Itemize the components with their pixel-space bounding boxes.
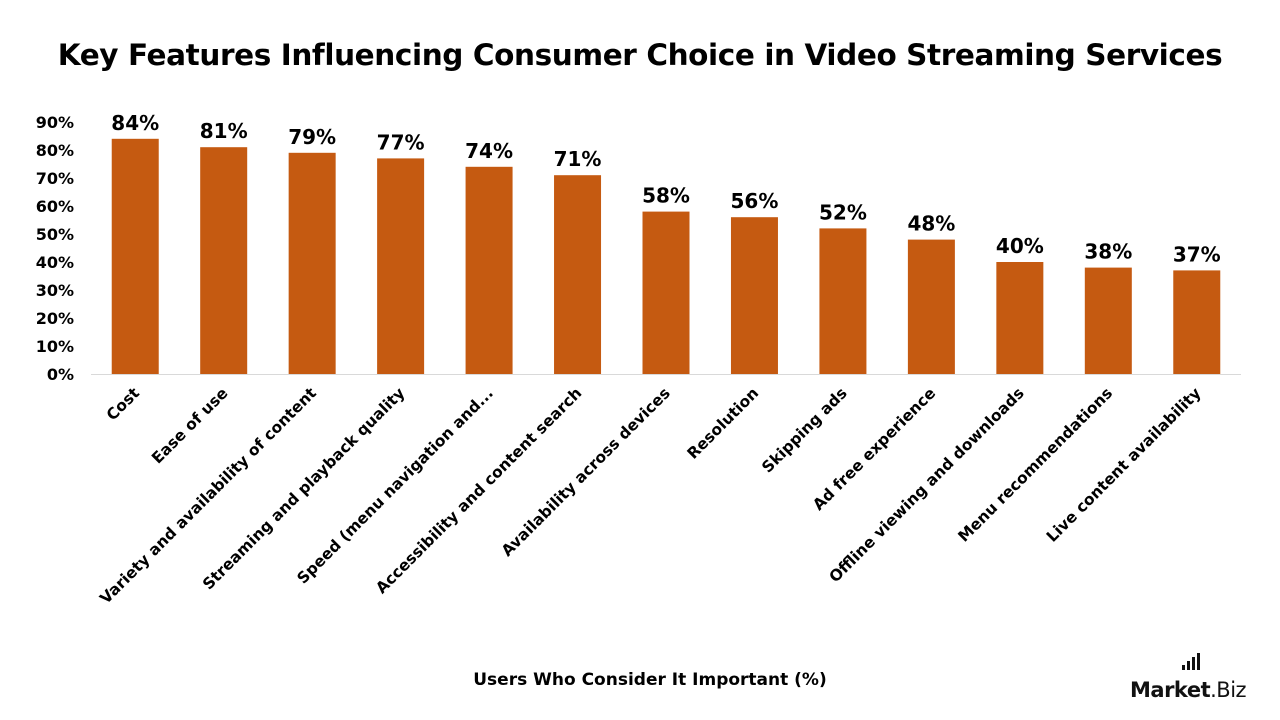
x-tick-label: Resolution: [684, 384, 763, 463]
x-tick-label: Menu recommendations: [955, 384, 1117, 546]
x-tick-label: Availability across devices: [498, 384, 674, 560]
bar: [554, 175, 602, 374]
x-tick-label: Speed (menu navigation and...: [294, 384, 497, 587]
data-label: 74%: [465, 139, 513, 163]
x-tick-label: Streaming and playback quality: [199, 384, 408, 593]
bar: [377, 158, 425, 374]
x-axis-title: Users Who Consider It Important (%): [473, 670, 827, 690]
x-tick-label: Live content availability: [1043, 384, 1205, 546]
brand-name-bold: Market: [1130, 678, 1211, 702]
bar: [200, 147, 248, 374]
bar: [288, 152, 336, 374]
brand-name-rest: .Biz: [1210, 678, 1247, 702]
y-tick-label: 30%: [36, 281, 74, 300]
data-label: 58%: [642, 184, 690, 208]
data-label: 40%: [996, 234, 1044, 258]
data-label: 48%: [907, 212, 955, 236]
y-tick-label: 70%: [36, 169, 74, 188]
bar: [1173, 270, 1221, 374]
y-tick-label: 50%: [36, 225, 74, 244]
x-tick-label: Skipping ads: [758, 384, 850, 476]
x-tick-label: Offline viewing and downloads: [826, 384, 1028, 586]
bar: [907, 239, 955, 374]
bar: [642, 211, 690, 374]
data-label: 84%: [111, 111, 159, 135]
x-tick-label: Cost: [103, 384, 143, 424]
data-label: 71%: [554, 147, 602, 171]
bar: [730, 217, 778, 374]
bar: [465, 166, 513, 374]
data-label: 56%: [731, 189, 779, 213]
y-tick-label: 80%: [36, 141, 74, 160]
y-tick-label: 90%: [36, 113, 74, 132]
y-tick-label: 60%: [36, 197, 74, 216]
data-label: 77%: [377, 130, 425, 154]
brand-logo: Market.Biz: [1130, 653, 1247, 708]
bar: [819, 228, 867, 374]
y-tick-label: 20%: [36, 309, 74, 328]
data-label: 79%: [288, 125, 336, 149]
y-tick-label: 40%: [36, 253, 74, 272]
data-label: 81%: [200, 119, 248, 143]
y-tick-label: 0%: [47, 365, 74, 384]
bar: [996, 262, 1044, 374]
y-tick-label: 10%: [36, 337, 74, 356]
bar: [1084, 267, 1132, 374]
data-label: 38%: [1084, 240, 1132, 264]
x-tick-label: Ease of use: [148, 384, 231, 467]
bar: [111, 138, 159, 374]
data-label: 52%: [819, 200, 867, 224]
chart-title: Key Features Influencing Consumer Choice…: [57, 38, 1223, 72]
data-label: 37%: [1173, 242, 1221, 266]
